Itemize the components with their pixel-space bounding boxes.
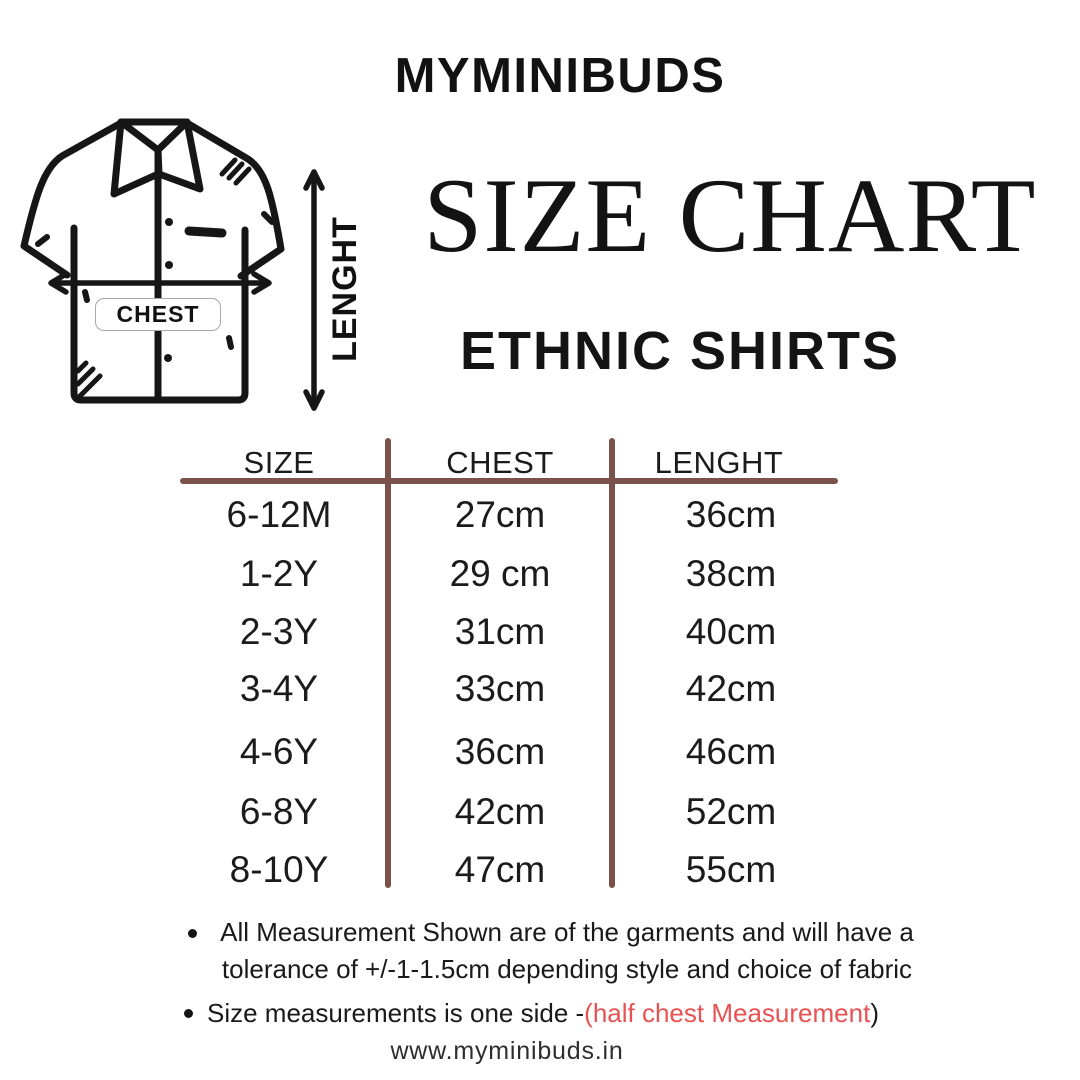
table-horizontal-rule xyxy=(180,478,838,484)
size-table: SIZE CHEST LENGHT 6-12M 27cm 36cm 1-2Y 29 cm… xyxy=(170,435,850,905)
note-tolerance-text: All Measurement Shown are of the garment… xyxy=(220,917,914,984)
shirt-button xyxy=(165,218,173,226)
column-header-size: SIZE xyxy=(243,445,315,480)
chest-arrowhead-left xyxy=(48,271,69,295)
shirt-measurement-diagram: CHEST LENGHT xyxy=(10,110,390,440)
cell-chest: 36cm xyxy=(454,731,546,772)
shirt-left-sleeve xyxy=(20,119,125,279)
cell-size: 6-8Y xyxy=(239,791,319,832)
cell-size: 3-4Y xyxy=(239,668,319,709)
cell-chest: 42cm xyxy=(454,791,546,832)
column-header-length: LENGHT xyxy=(654,445,784,480)
cell-size: 1-2Y xyxy=(239,553,319,594)
shirt-button xyxy=(165,261,173,269)
bullet-dot xyxy=(184,1009,193,1018)
shirt-icon xyxy=(20,118,325,411)
note-highlight: (half chest Measurement xyxy=(584,998,871,1028)
cell-size: 8-10Y xyxy=(229,849,329,890)
table-row: 3-4Y 33cm 42cm xyxy=(170,664,850,714)
note-tolerance: All Measurement Shown are of the garment… xyxy=(168,914,958,988)
corner-hatch-marks xyxy=(75,360,103,401)
shirt-collar-right-flap xyxy=(154,118,204,193)
bullet-dot xyxy=(188,929,197,938)
cell-length: 52cm xyxy=(685,791,777,832)
cell-chest: 31cm xyxy=(454,611,546,652)
cell-length: 42cm xyxy=(685,668,777,709)
page-title: SIZE CHART xyxy=(423,156,1037,274)
shirt-button xyxy=(164,354,172,362)
brand-title: MYMINIBUDS xyxy=(394,49,726,103)
cell-length: 40cm xyxy=(685,611,777,652)
cell-length: 55cm xyxy=(685,849,777,890)
cell-length: 38cm xyxy=(685,553,777,594)
length-label: LENGHT xyxy=(326,216,364,362)
cell-size: 2-3Y xyxy=(239,611,319,652)
shirt-collar-left-flap xyxy=(110,118,162,198)
cell-chest: 47cm xyxy=(454,849,546,890)
note-half-chest-text: Size measurements is one side -(half che… xyxy=(207,995,879,1031)
chest-arrowhead-right xyxy=(251,271,272,295)
table-row: 6-8Y 42cm 52cm xyxy=(170,787,850,837)
note-suffix: ) xyxy=(870,998,879,1028)
length-arrowhead-bottom xyxy=(303,389,325,411)
cell-chest: 29 cm xyxy=(449,553,551,594)
chest-label: CHEST xyxy=(95,298,221,331)
small-stitch-marks xyxy=(35,211,275,350)
cell-chest: 33cm xyxy=(454,668,546,709)
shirt-pocket-dash xyxy=(184,226,227,238)
shirt-right-sleeve xyxy=(183,119,285,280)
table-row: 2-3Y 31cm 40cm xyxy=(170,607,850,657)
page-subtitle: ETHNIC SHIRTS xyxy=(459,321,901,381)
note-half-chest: Size measurements is one side -(half che… xyxy=(168,995,958,1031)
table-row: 1-2Y 29 cm 38cm xyxy=(170,549,850,599)
cell-length: 36cm xyxy=(685,494,777,535)
column-header-chest: CHEST xyxy=(446,445,554,480)
website-url: www.myminibuds.in xyxy=(390,1037,624,1065)
table-vertical-rule xyxy=(609,438,615,888)
table-row: 6-12M 27cm 36cm xyxy=(170,490,850,540)
table-row: 4-6Y 36cm 46cm xyxy=(170,727,850,777)
table-vertical-rule xyxy=(385,438,391,888)
cell-size: 4-6Y xyxy=(239,731,319,772)
cell-length: 46cm xyxy=(685,731,777,772)
cell-size: 6-12M xyxy=(226,494,332,535)
note-prefix: Size measurements is one side - xyxy=(207,998,585,1028)
notes-section: All Measurement Shown are of the garment… xyxy=(168,914,958,1031)
length-arrowhead-top xyxy=(303,169,325,191)
shoulder-hatch-marks xyxy=(219,157,252,186)
table-row: 8-10Y 47cm 55cm xyxy=(170,845,850,895)
cell-chest: 27cm xyxy=(454,494,546,535)
